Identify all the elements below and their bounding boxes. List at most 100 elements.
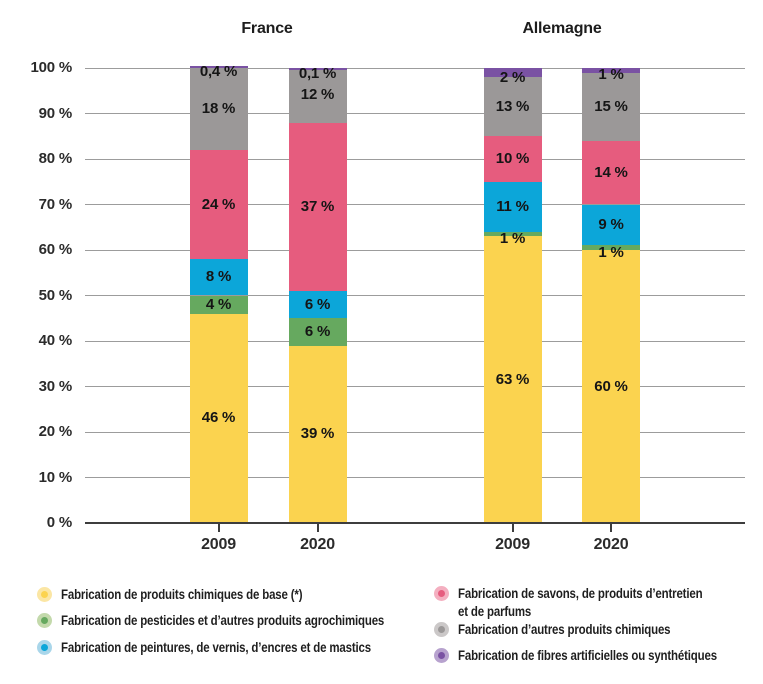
bar-segment bbox=[189, 259, 248, 296]
x-axis-tick bbox=[217, 524, 220, 532]
x-axis-label: 2020 bbox=[300, 536, 335, 553]
legend-dot-icon bbox=[434, 622, 449, 637]
bar-segment bbox=[288, 345, 347, 523]
bar-segment bbox=[288, 290, 347, 319]
bar-segment bbox=[189, 313, 248, 523]
legend-label-line: Fabrication de produits chimiques de bas… bbox=[61, 586, 303, 602]
bar-segment bbox=[483, 236, 542, 523]
bar-segment-label: 37 % bbox=[300, 197, 335, 215]
bar-segment bbox=[483, 68, 542, 78]
y-axis-label: 70 % bbox=[38, 195, 73, 213]
legend-label-line: Fabrication de peintures, de vernis, d’e… bbox=[61, 639, 371, 655]
x-axis-line bbox=[85, 522, 745, 524]
y-axis-label: 10 % bbox=[38, 468, 73, 486]
bar-segment-label: 18 % bbox=[201, 99, 236, 117]
bar-segment-label: 6 % bbox=[304, 322, 331, 340]
bar-segment bbox=[189, 149, 248, 260]
bar-segment-label: 15 % bbox=[594, 97, 628, 115]
bar-segment-label: 13 % bbox=[495, 97, 530, 115]
y-axis-label: 100 % bbox=[30, 59, 72, 76]
bar-segment-label: 60 % bbox=[594, 377, 628, 395]
legend-dot-inner-icon bbox=[438, 652, 445, 659]
group-title-france: France bbox=[241, 20, 293, 37]
legend-dot-inner-icon bbox=[41, 617, 48, 624]
legend-item: Fabrication de produits chimiques de bas… bbox=[37, 585, 355, 603]
gridline bbox=[85, 340, 745, 342]
gridline bbox=[85, 67, 745, 69]
legend-label-line: Fabrication d’autres produits chimiques bbox=[458, 621, 671, 637]
gridline bbox=[85, 158, 745, 160]
bar-segment bbox=[189, 66, 248, 69]
bar-segment bbox=[483, 231, 542, 237]
legend-label-line: Fabrication de pesticides et d’autres pr… bbox=[61, 612, 385, 628]
legend-dot-icon bbox=[37, 640, 52, 655]
bar-segment-label: 6 % bbox=[304, 295, 331, 313]
gridline bbox=[85, 113, 745, 114]
x-axis-label: 2009 bbox=[201, 536, 236, 553]
y-axis-label: 90 % bbox=[38, 104, 73, 122]
legend-label: Fabrication d’autres produits chimiques bbox=[458, 620, 671, 638]
y-axis-label: 40 % bbox=[38, 332, 73, 349]
bar-segment-label: 9 % bbox=[598, 215, 624, 233]
legend-item: Fabrication de pesticides et d’autres pr… bbox=[37, 611, 455, 629]
bar-segment-label: 10 % bbox=[495, 150, 530, 167]
legend-label-line: Fabrication de fibres artificielles ou s… bbox=[458, 647, 717, 663]
legend-label: Fabrication de produits chimiques de bas… bbox=[61, 585, 303, 603]
bar-segment bbox=[582, 140, 640, 205]
legend-dot-icon bbox=[434, 648, 449, 663]
bar-segment-label: 4 % bbox=[205, 295, 232, 313]
bar-segment bbox=[189, 68, 248, 150]
bar-segment-label: 11 % bbox=[496, 197, 529, 215]
legend-label: Fabrication de savons, de produits d’ent… bbox=[458, 584, 703, 620]
bar-segment-label: 63 % bbox=[495, 370, 530, 388]
legend-dot-inner-icon bbox=[438, 590, 445, 597]
bar-segment bbox=[582, 250, 640, 523]
legend-dot-icon bbox=[434, 586, 449, 601]
bar-segment-label: 8 % bbox=[205, 268, 232, 286]
bar-segment bbox=[483, 181, 542, 232]
bar-segment bbox=[582, 68, 640, 73]
bar-segment bbox=[483, 77, 542, 137]
x-axis-tick bbox=[316, 524, 319, 532]
y-axis-label: 0 % bbox=[46, 514, 72, 531]
x-axis-tick bbox=[610, 524, 612, 532]
bar-segment-label: 0,4 % bbox=[199, 63, 238, 81]
bar-segment bbox=[582, 245, 640, 250]
bar-segment-label: 1 % bbox=[598, 243, 624, 261]
bar-segment-label: 14 % bbox=[594, 163, 628, 181]
bar-segment bbox=[582, 72, 640, 141]
y-axis-label: 50 % bbox=[38, 286, 73, 304]
legend-dot-icon bbox=[37, 587, 52, 602]
gridline bbox=[85, 431, 745, 433]
bar-segment-label: 24 % bbox=[201, 195, 236, 213]
gridline bbox=[85, 249, 745, 251]
legend-item: Fabrication d’autres produits chimiques bbox=[434, 620, 717, 638]
legend-label: Fabrication de peintures, de vernis, d’e… bbox=[61, 638, 371, 656]
legend-dot-inner-icon bbox=[41, 591, 48, 598]
legend-label-line: et de parfums bbox=[458, 603, 532, 619]
y-axis-label: 80 % bbox=[38, 150, 73, 167]
bar-segment bbox=[582, 204, 640, 246]
bar-segment-label: 1 % bbox=[598, 66, 624, 84]
legend-dot-inner-icon bbox=[438, 626, 445, 633]
gridline bbox=[85, 386, 745, 387]
gridline bbox=[85, 204, 745, 205]
x-axis-label: 2020 bbox=[593, 536, 629, 553]
y-axis-label: 20 % bbox=[38, 423, 73, 440]
bar-segment-label: 0,1 % bbox=[298, 64, 337, 82]
bar-segment bbox=[288, 67, 347, 70]
y-axis-label: 60 % bbox=[38, 241, 73, 258]
y-axis-label: 30 % bbox=[38, 377, 73, 395]
bar-segment bbox=[189, 295, 248, 314]
bar-segment-label: 39 % bbox=[300, 425, 335, 443]
legend-dot-inner-icon bbox=[41, 644, 48, 651]
legend-label: Fabrication de pesticides et d’autres pr… bbox=[61, 611, 384, 629]
legend-dot-icon bbox=[37, 613, 52, 628]
group-title-allemagne: Allemagne bbox=[522, 20, 602, 37]
bar-segment-label: 1 % bbox=[499, 230, 526, 248]
bar-segment bbox=[288, 68, 347, 123]
x-axis-tick bbox=[511, 524, 514, 532]
gridline bbox=[85, 295, 745, 296]
bar-segment bbox=[288, 318, 347, 346]
